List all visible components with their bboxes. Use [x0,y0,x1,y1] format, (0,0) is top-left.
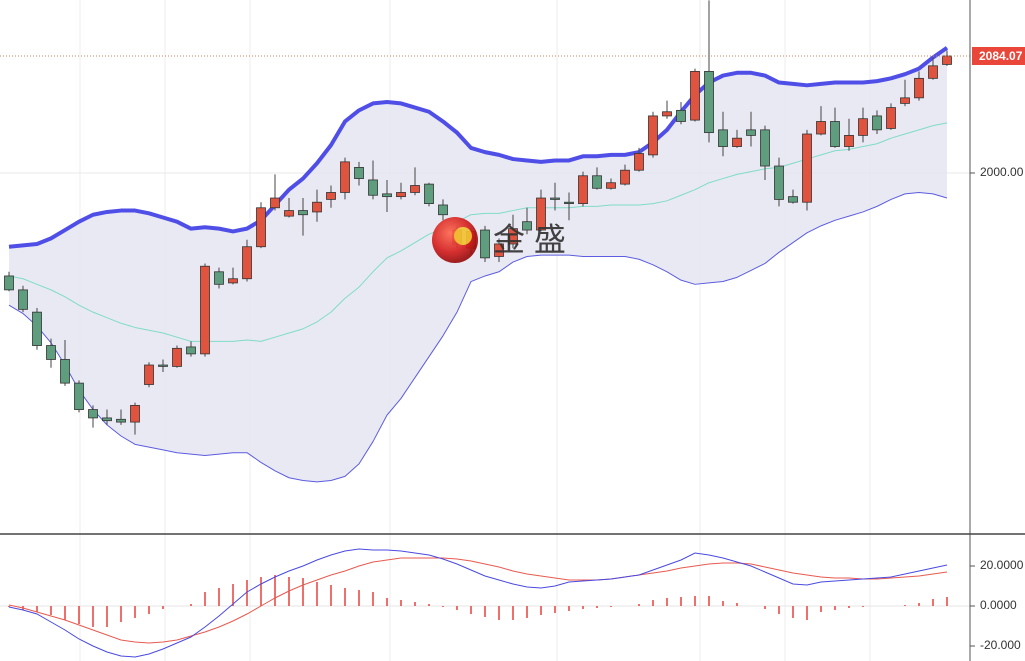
candle-body [396,192,406,198]
candle-body [410,185,420,193]
candle-body [368,179,378,196]
candle-body [592,175,602,189]
candle-body [102,417,112,422]
candle-body [312,201,322,213]
candle-body [830,121,840,147]
candle-body [270,197,280,209]
candle-body [578,175,588,204]
watermark-text: 金 盛 [493,221,566,257]
candle-body [788,196,798,203]
candle-body [494,243,504,257]
candle-body [536,197,546,231]
candle-body [634,153,644,171]
candle-body [844,135,854,147]
candle-body [858,118,868,136]
candle-body [942,55,952,65]
y-tick-label: 20.0000 [980,558,1024,572]
logo-dot [454,227,472,245]
candle-body [298,210,308,216]
candle-body [4,275,14,291]
watermark: 金 盛 [432,217,566,263]
candle-body [214,271,224,285]
dif-line [8,548,948,658]
candle-body [32,311,42,346]
candle-body [802,133,812,203]
candle-body [886,107,896,129]
candle-body [88,409,98,419]
candle-body [564,201,574,204]
macd-panel [0,548,970,658]
candle-body [522,221,532,231]
candle-body [130,404,140,423]
middle-band [8,122,948,342]
candle-body [774,165,784,200]
candle-body [60,359,70,384]
band-fill [9,47,947,482]
candle-body [354,167,364,179]
candle-body [186,346,196,355]
upper-band [8,46,949,249]
candle-body [74,382,84,410]
dea-line [8,557,948,644]
candle-body [508,228,518,245]
candle-body [914,77,924,99]
y-tick-label: 0.0000 [980,598,1017,612]
candle-body [606,182,616,189]
candle-body [256,207,266,248]
candle-body [718,129,728,147]
candle-body [746,129,756,136]
candle-body [732,137,742,147]
candle-body [620,169,630,185]
candle-body [760,129,770,167]
candle-body [900,97,910,104]
candle-body [200,265,210,355]
candle-body [690,70,700,121]
candle-body [704,70,714,134]
candle-body [480,229,490,259]
price-panel [0,0,970,483]
last-price-label: 2084.07 [979,49,1023,63]
candle-body [550,197,560,200]
candle-body [662,111,672,117]
candle-body [928,65,938,79]
candle-body [326,192,336,200]
y-tick-label: -20.000 [980,638,1021,652]
candle-body [158,364,168,367]
candle-body [46,345,56,360]
candle-body [284,210,294,217]
candle-body [424,183,434,204]
candle-body [438,204,448,216]
y-tick-label: 2000.00 [980,165,1024,179]
candle-body [116,418,126,423]
lower-band [8,191,948,483]
candle-body [872,115,882,131]
candle-body [18,289,28,310]
candle-body [648,115,658,156]
candle-body [242,246,252,280]
last-price-box [972,46,1025,65]
candle-body [676,109,686,122]
candle-body [382,193,392,198]
candle-body [144,364,154,385]
candle-body [228,278,238,284]
candle-body [340,161,350,193]
candle-body [816,121,826,135]
candle-body [172,347,182,367]
